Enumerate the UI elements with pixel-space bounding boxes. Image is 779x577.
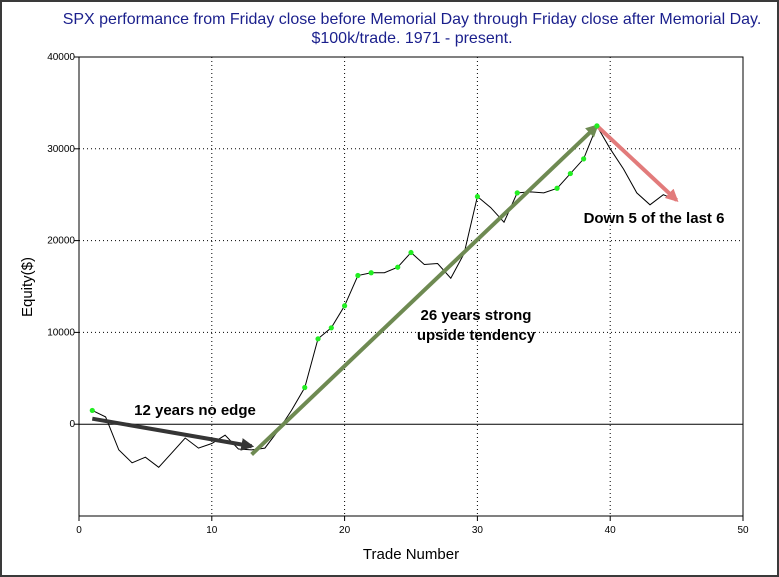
annotation-arrow [595, 124, 679, 202]
annotation-label: 26 years strong [421, 307, 532, 324]
y-tick-label: 0 [69, 419, 75, 430]
x-tick-label: 30 [472, 525, 484, 536]
x-tick-label: 10 [206, 525, 218, 536]
plot-area [78, 56, 744, 517]
data-point [368, 270, 374, 276]
data-point [89, 407, 95, 414]
y-tick-label: 20000 [47, 236, 75, 247]
y-tick-label: 10000 [47, 327, 75, 338]
data-point [514, 190, 520, 196]
x-tick-label: 20 [339, 525, 351, 536]
series-lines [92, 124, 677, 468]
grid [79, 57, 743, 516]
data-point [342, 303, 348, 309]
chart-title: SPX performance from Friday close before… [2, 10, 779, 48]
data-point [302, 384, 308, 391]
data-point [554, 185, 560, 191]
data-point [408, 249, 414, 256]
data-point [328, 325, 334, 331]
data-point [567, 170, 573, 177]
y-tick-label: 30000 [47, 144, 75, 155]
annotation-label: Down 5 of the last 6 [584, 210, 725, 227]
annotation-label: upside tendency [417, 327, 536, 344]
y-tick-label: 40000 [47, 52, 75, 63]
data-point [474, 193, 480, 200]
y-axis-label: Equity($) [19, 257, 36, 317]
data-point [594, 123, 600, 129]
x-tick-label: 0 [76, 525, 82, 536]
annotation-label: 12 years no edge [134, 402, 256, 419]
data-point [355, 272, 361, 279]
chart-title-line-2: $100k/trade. 1971 - present. [311, 30, 513, 47]
x-axis-label: Trade Number [363, 546, 459, 563]
annotations: 12 years no edge 26 years strong upside te… [91, 124, 725, 456]
equity-line [92, 124, 677, 468]
x-tick-label: 50 [737, 525, 749, 536]
series-markers [89, 123, 600, 414]
annotation-arrow [250, 124, 599, 456]
axis-ticks: 0 10 20 30 40 50 0 10000 20000 30000 40000 [47, 52, 749, 536]
data-point [395, 264, 401, 270]
data-point [315, 336, 321, 342]
data-point [581, 156, 587, 162]
x-tick-label: 40 [605, 525, 617, 536]
annotation-arrow [91, 416, 255, 451]
chart-title-line-1: SPX performance from Friday close before… [62, 11, 762, 28]
